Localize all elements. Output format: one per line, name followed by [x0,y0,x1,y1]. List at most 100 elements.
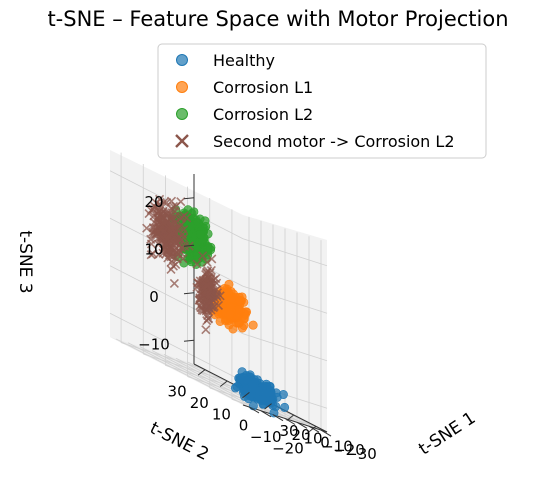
data-point [166,264,176,274]
data-point [264,397,274,407]
data-point [146,250,156,260]
x-tick-label-mark [308,425,320,433]
grid-line-z-right [242,333,328,362]
data-point [179,233,189,243]
z-axis-label: t-SNE 3 [15,230,35,293]
data-point [234,304,244,314]
data-point [202,267,212,277]
x-tick-label: 10 [303,430,322,448]
data-point [161,239,171,249]
data-point [201,325,211,335]
legend-marker-corrosion-l1 [176,81,188,93]
x-tick-label-mark [260,410,272,418]
grid-line-z-right [242,238,328,267]
data-point [195,289,205,299]
data-point [178,254,188,264]
legend: Healthy Corrosion L1 Corrosion L2 Second… [157,43,487,159]
x-tick-label-mark [248,406,260,414]
y-tick-label: −20 [272,439,304,457]
y-tick-label-mark [219,380,228,387]
grid-line-x-floor [127,342,262,412]
x-tick-label: −20 [333,441,365,459]
data-point [202,280,212,290]
x-tick-label: −30 [345,445,377,463]
data-point [151,198,162,208]
y-tick-label-mark [264,403,272,410]
legend-frame [157,43,487,159]
data-point [248,320,258,330]
data-point [195,276,205,286]
data-point [162,198,172,208]
y-tick-label-mark [308,425,317,433]
legend-marker-healthy [176,54,188,66]
x-tick-label: 30 [279,422,298,440]
x-tick-label-mark [296,421,308,429]
x-tick-label: −10 [321,437,353,455]
z-tick-label-mark [183,339,195,342]
legend-marker-corrosion-l2 [176,108,188,120]
data-point [203,313,214,323]
y-tick-label: 10 [212,405,231,423]
y-tick-label: −10 [250,428,282,446]
legend-label-corrosion-l1: Corrosion L1 [213,78,313,97]
data-point [203,244,213,254]
x-tick-label-mark [284,418,296,425]
data-point [269,408,279,418]
grid-line-x-floor [115,338,250,408]
data-point [158,218,168,228]
data-point [202,257,212,267]
x-tick-label: 0 [320,434,330,452]
data-point [201,300,211,310]
data-point [234,318,244,328]
data-point [248,401,258,411]
z-tick-label: 20 [144,193,163,211]
z-tick-label: 10 [144,240,163,258]
data-point [168,236,178,246]
z-tick-label: 0 [149,288,159,306]
data-point [215,291,225,301]
data-point [192,259,202,269]
y-tick-label: 30 [168,383,187,401]
y-axis-label: t-SNE 2 [147,418,212,465]
z-tick-label-mark [183,244,195,247]
x-tick-label-mark [272,414,284,422]
data-point [168,225,178,235]
data-point [176,197,186,207]
legend-label-corrosion-l2: Corrosion L2 [213,105,313,124]
x-tick-label: 20 [291,426,310,444]
grid-line-z-right [242,285,328,314]
series-1 [207,279,258,334]
data-point [247,385,257,395]
data-point [225,309,235,319]
data-point [189,207,199,217]
y-tick-label: 0 [239,417,249,435]
legend-label-second-motor: Second motor -> Corrosion L2 [213,132,455,151]
series-0 [230,367,290,418]
data-point [179,211,189,221]
data-point [198,251,208,261]
grid-line-z-left [109,312,244,382]
grid-line-y-floor [143,353,228,382]
data-point [153,227,163,237]
data-point [163,234,173,244]
data-points [142,194,290,418]
data-point [156,209,166,219]
data-point [176,220,186,230]
x-axis-label: t-SNE 1 [415,408,479,459]
grid-line-y-floor [120,342,206,371]
y-tick-label: 20 [190,394,209,412]
data-point [164,248,174,258]
data-point [169,278,179,289]
legend-label-healthy: Healthy [213,51,275,70]
series-3 [142,194,225,335]
data-point [209,301,219,312]
data-point [156,201,166,211]
y-tick-label-mark [286,414,295,421]
data-point [235,373,245,383]
data-point [170,206,180,216]
data-point [146,234,156,244]
z-tick-label-mark [183,292,195,295]
y-tick-label-mark [242,391,250,399]
